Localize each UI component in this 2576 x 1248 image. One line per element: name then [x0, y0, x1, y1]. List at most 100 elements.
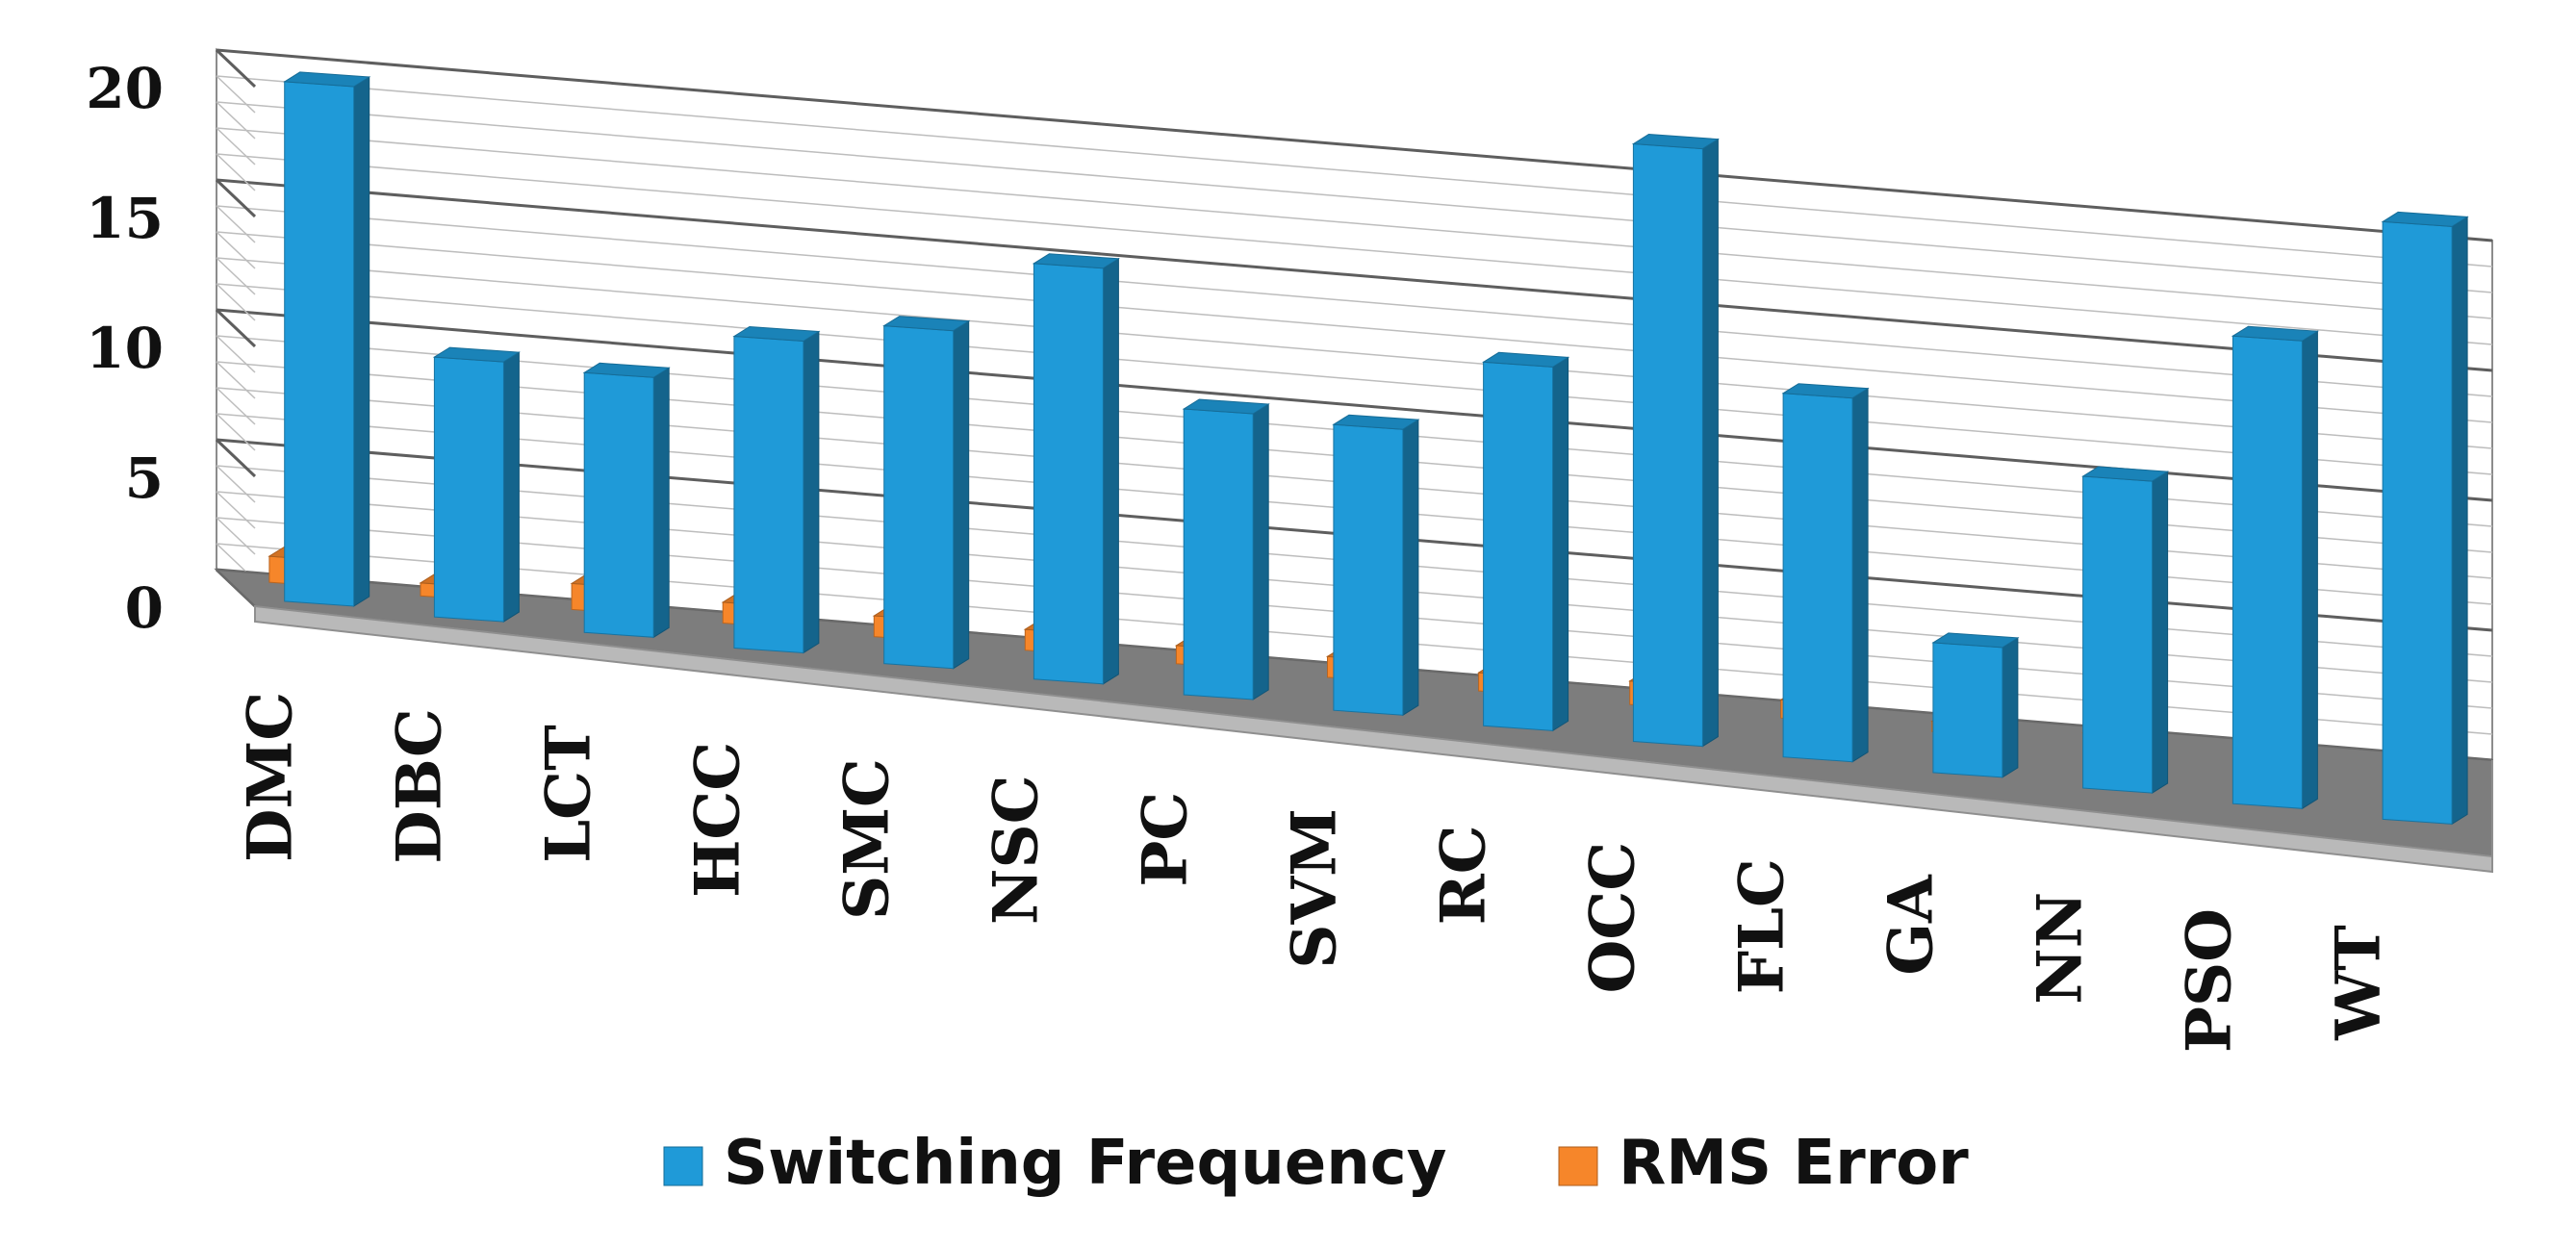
bar-switching-frequency-dbc	[432, 346, 521, 624]
x-tick-label: RC	[1428, 825, 1500, 925]
bar-switching-frequency-pso	[2231, 325, 2319, 810]
minor-gridline	[216, 127, 2493, 319]
y-tick-label: 15	[86, 186, 164, 251]
bar-front-face	[1782, 393, 1853, 763]
bar-switching-frequency-nn	[2081, 466, 2170, 795]
bar-front-face	[733, 335, 804, 654]
minor-side-gridline	[216, 517, 256, 555]
x-tick-label: NSC	[981, 775, 1053, 925]
bar-side-face	[953, 319, 970, 670]
y-tick-label: 10	[86, 316, 164, 381]
minor-side-gridline	[216, 205, 256, 243]
x-tick-label: GA	[1875, 874, 1948, 976]
bar-top-face	[1631, 133, 1720, 150]
bar-front-face	[1632, 142, 1703, 748]
major-side-gridline	[215, 48, 257, 89]
bar-front-face	[583, 371, 654, 638]
bar-side-face	[2152, 471, 2169, 795]
minor-gridline	[216, 205, 2493, 397]
major-side-gridline	[215, 438, 257, 478]
legend-item: Switching Frequency	[663, 1128, 1446, 1199]
bar-side-face	[652, 367, 670, 639]
bar-front-face	[433, 356, 504, 623]
major-gridline	[216, 48, 2493, 242]
bar-front-face	[1033, 263, 1104, 685]
bar-switching-frequency-lct	[582, 362, 671, 639]
minor-side-gridline	[216, 257, 256, 295]
minor-side-gridline	[216, 361, 256, 399]
bar-switching-frequency-svm	[1332, 414, 1420, 717]
bar-top-face	[732, 325, 821, 343]
bar-side-face	[1402, 419, 1419, 717]
bar-front-face	[1932, 642, 2003, 778]
x-tick-label: SMC	[831, 758, 904, 920]
legend-swatch	[1558, 1146, 1598, 1186]
bar-switching-frequency-wt	[2381, 211, 2469, 826]
bar-front-face	[284, 81, 355, 607]
legend-label: Switching Frequency	[724, 1128, 1446, 1199]
bar-switching-frequency-hcc	[732, 325, 821, 654]
bar-front-face	[1483, 361, 1554, 731]
minor-side-gridline	[216, 413, 256, 451]
bar-top-face	[1482, 351, 1570, 368]
bar-switching-frequency-flc	[1781, 383, 1870, 763]
bar-switching-frequency-smc	[882, 316, 971, 670]
bar-switching-frequency-ga	[1931, 632, 2020, 778]
legend-swatch	[663, 1146, 703, 1186]
minor-side-gridline	[216, 101, 256, 140]
x-tick-label: FLC	[1726, 858, 1798, 994]
bars	[268, 71, 2469, 826]
minor-side-gridline	[216, 491, 256, 529]
bar-side-face	[1252, 403, 1269, 700]
bar-front-face	[2382, 220, 2453, 825]
bar-side-face	[2451, 216, 2468, 826]
bar-switching-frequency-pc	[1182, 398, 1270, 700]
minor-gridline	[216, 231, 2493, 423]
x-tick-label: WT	[2323, 925, 2395, 1041]
x-tick-label: SVM	[1279, 808, 1351, 969]
y-axis: 0 5 10 15 20	[86, 56, 164, 641]
minor-gridline	[216, 153, 2493, 345]
minor-gridline	[216, 101, 2493, 293]
x-axis: DMC DBC LCT HCC SMC NSC PC SVM RC OCC FLC GA NN PSO WT	[235, 692, 2395, 1053]
bar-top-face	[2381, 211, 2469, 227]
bar-top-face	[1032, 253, 1120, 269]
minor-side-gridline	[216, 335, 256, 373]
bar-top-face	[2231, 325, 2319, 342]
major-side-gridline	[215, 178, 257, 218]
minor-side-gridline	[216, 231, 256, 269]
bar-switching-frequency-dmc	[283, 71, 371, 607]
bar-front-face	[883, 325, 955, 670]
major-side-gridline	[215, 308, 257, 348]
x-tick-label: HCC	[682, 742, 754, 898]
x-tick-label: DMC	[235, 692, 307, 862]
bar-front-face	[2082, 475, 2154, 794]
minor-side-gridline	[216, 127, 256, 166]
x-tick-label: DBC	[384, 708, 456, 864]
minor-side-gridline	[216, 465, 256, 503]
bar-side-face	[1102, 257, 1119, 685]
x-tick-label: LCT	[533, 725, 605, 863]
bar-top-face	[2081, 466, 2170, 482]
bar-top-face	[283, 71, 371, 88]
y-tick-label: 0	[125, 575, 164, 641]
y-tick-label: 5	[125, 446, 164, 511]
x-tick-label: PSO	[2174, 908, 2246, 1053]
minor-gridline	[216, 283, 2493, 475]
legend-item: RMS Error	[1558, 1128, 1969, 1199]
bar-front-face	[1183, 408, 1254, 700]
bar-side-face	[803, 330, 820, 654]
bar-side-face	[2301, 330, 2318, 810]
bar-top-face	[1182, 398, 1270, 415]
bar-side-face	[1552, 356, 1569, 732]
minor-side-gridline	[216, 75, 256, 114]
minor-side-gridline	[216, 283, 256, 321]
bar-switching-frequency-rc	[1482, 351, 1570, 732]
minor-gridline	[216, 257, 2493, 449]
bar-top-face	[1332, 414, 1420, 430]
x-tick-label: PC	[1130, 792, 1202, 887]
bar-side-face	[353, 76, 370, 607]
x-tick-label: NN	[2025, 892, 2097, 1005]
y-tick-label: 20	[86, 56, 164, 121]
